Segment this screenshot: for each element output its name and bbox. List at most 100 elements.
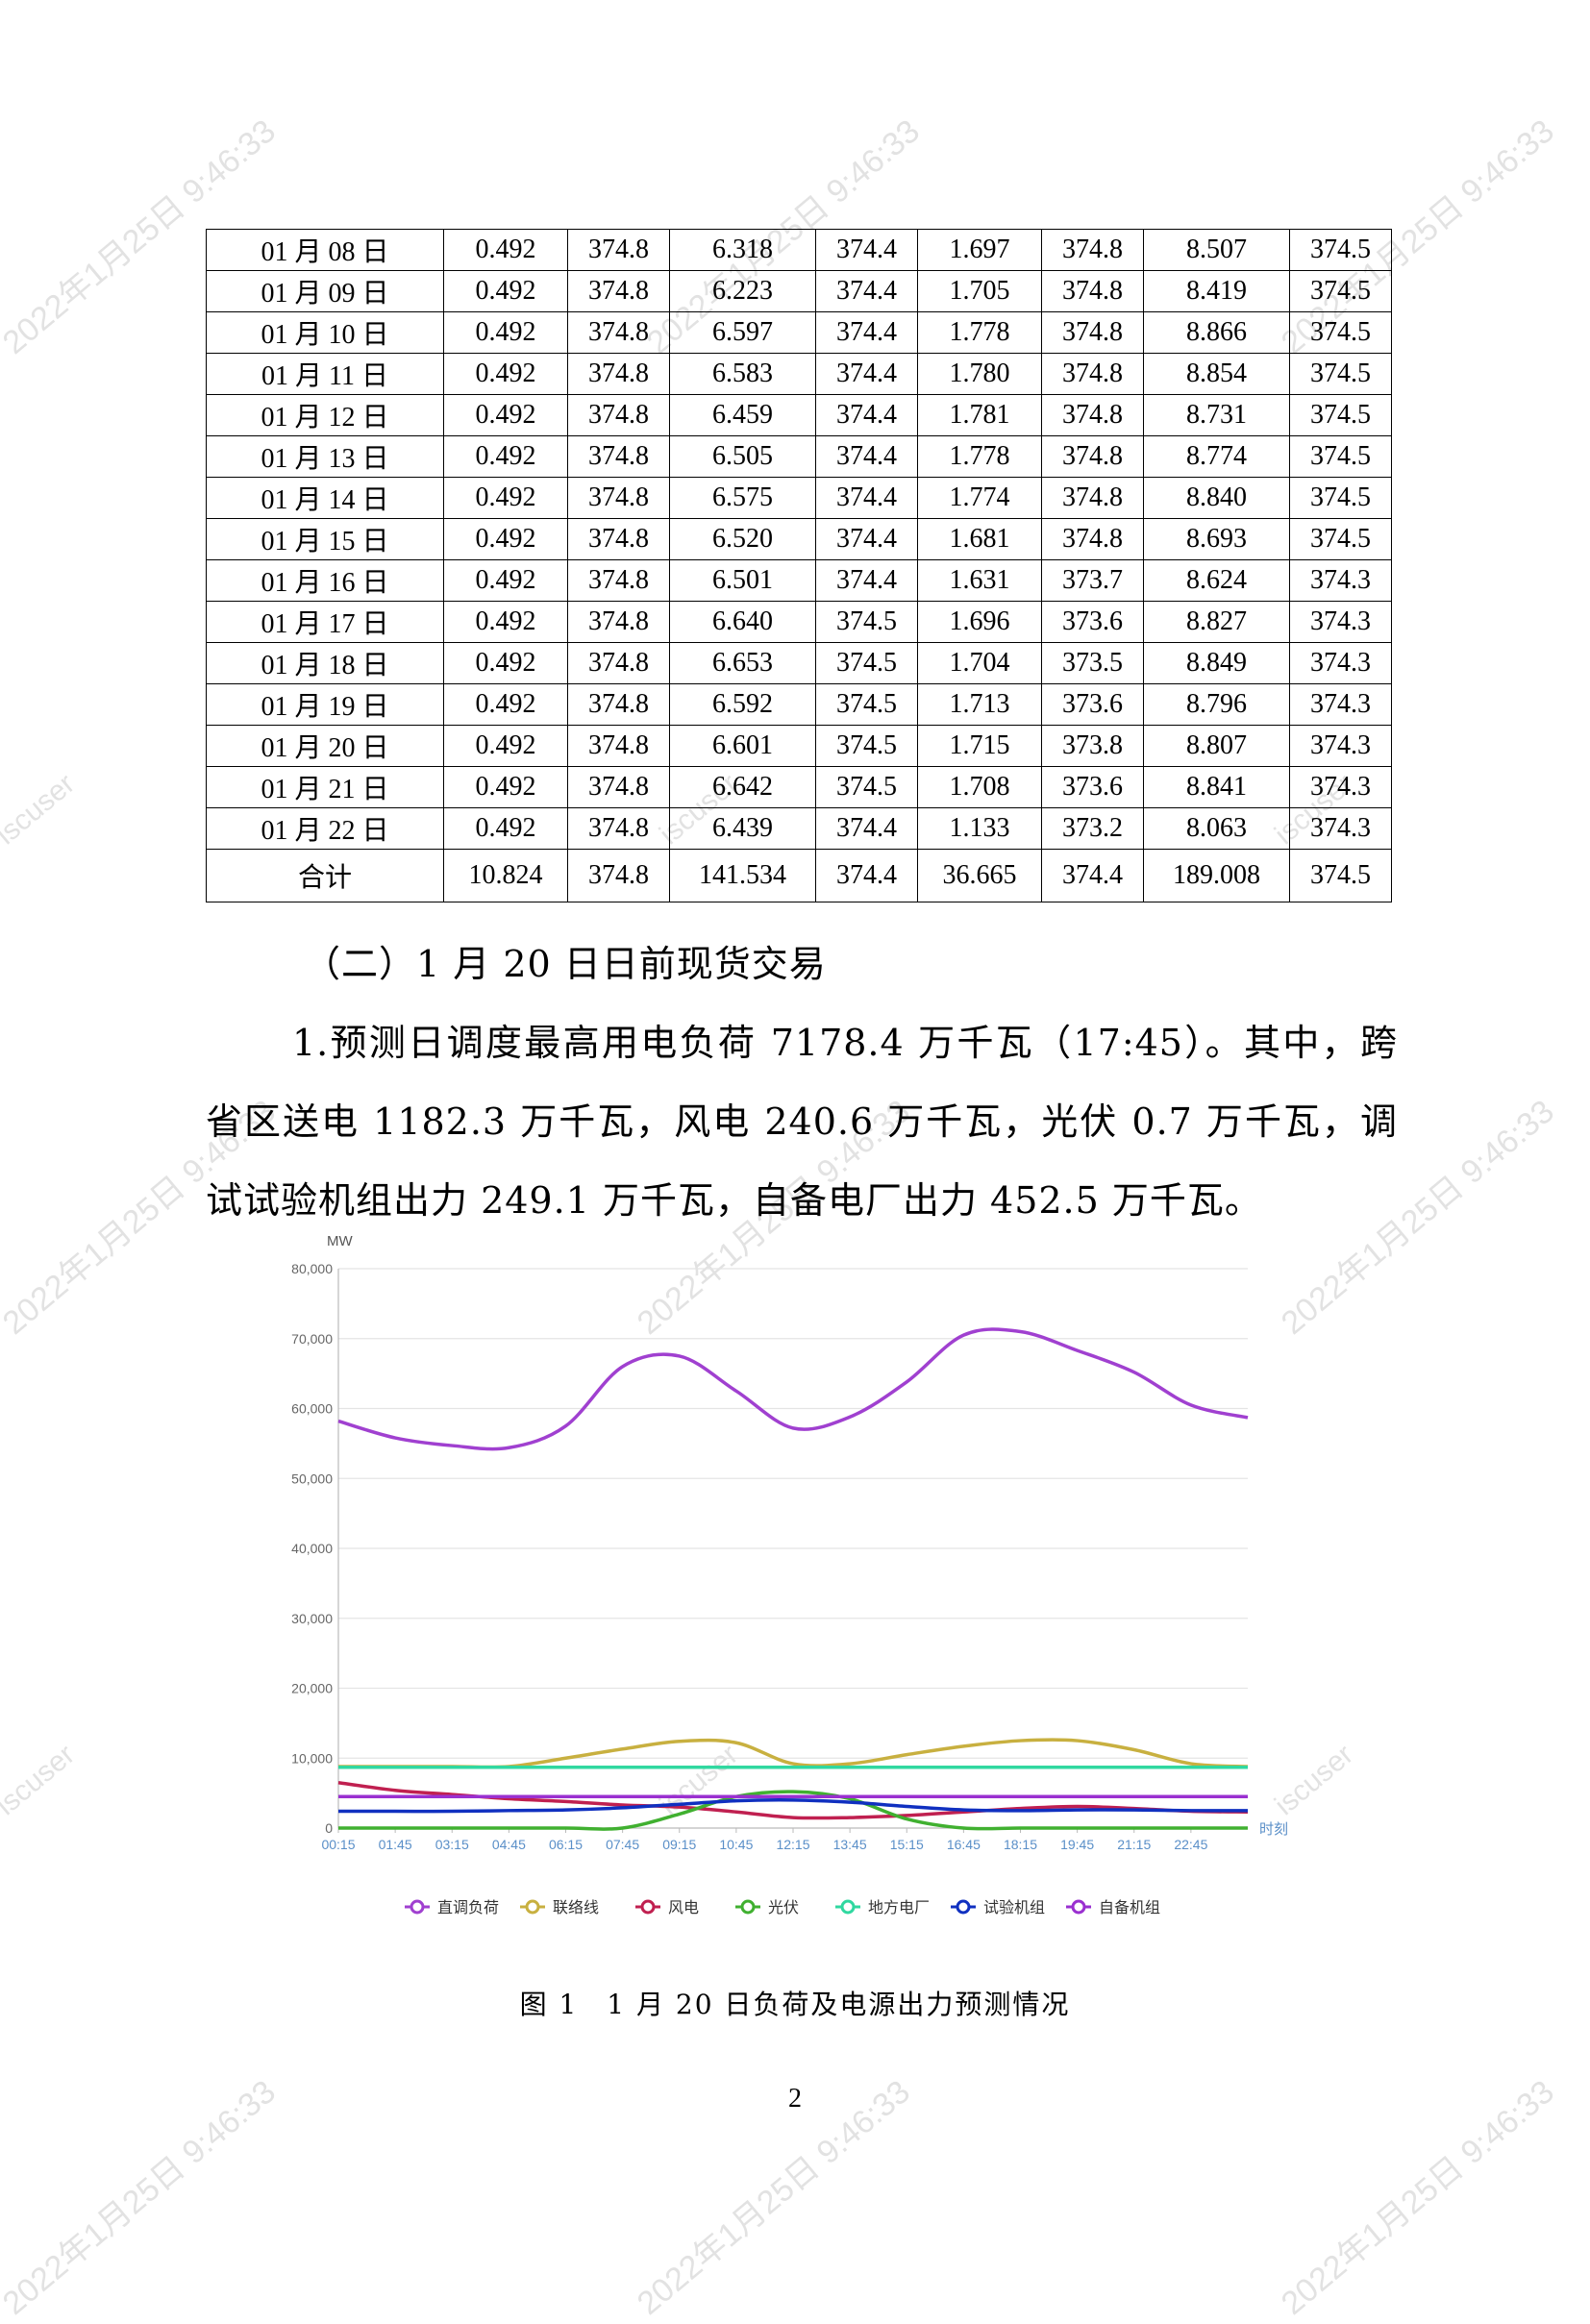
table-cell: 0.492 [442, 394, 569, 436]
table-row: 01 月 19 日 0.492 374.8 6.592 374.5 1.713 373.6 8… [206, 683, 1392, 726]
table-cell: 1.715 [916, 725, 1043, 767]
table-date-cell: 01 月 14 日 [206, 477, 444, 519]
table-cell: 374.4 [815, 270, 918, 312]
legend-label: 直调负荷 [437, 1899, 499, 1916]
table-cell: 8.693 [1142, 518, 1291, 560]
table-row: 01 月 21 日 0.492 374.8 6.642 374.5 1.708 373.6 8… [206, 766, 1392, 808]
table-cell: 1.781 [916, 394, 1043, 436]
y-tick-label: 60,000 [291, 1401, 333, 1417]
table-cell: 6.642 [668, 766, 817, 808]
table-cell: 374.4 [815, 229, 918, 271]
table-cell: 374.5 [1289, 394, 1392, 436]
table-cell: 8.774 [1142, 435, 1291, 478]
legend-label: 风电 [668, 1899, 699, 1916]
table-cell: 374.8 [567, 849, 670, 902]
y-tick-label: 80,000 [291, 1261, 333, 1276]
table-cell: 374.3 [1289, 725, 1392, 767]
table-cell: 374.5 [1289, 270, 1392, 312]
table-cell: 374.4 [815, 311, 918, 354]
x-tick-label: 15:15 [890, 1837, 924, 1852]
table-cell: 8.063 [1142, 807, 1291, 850]
series-line-6 [338, 1798, 1249, 1814]
table-cell: 374.5 [815, 766, 918, 808]
table-cell: 6.520 [668, 518, 817, 560]
table-cell: 374.3 [1289, 807, 1392, 850]
x-tick-label: 16:45 [947, 1837, 981, 1852]
table-cell: 374.8 [567, 394, 670, 436]
legend-label: 试验机组 [983, 1899, 1045, 1916]
x-tick-label: 00:15 [321, 1837, 355, 1852]
x-tick-label: 21:15 [1117, 1837, 1151, 1852]
table-cell: 374.8 [567, 311, 670, 354]
table-cell: 374.8 [567, 807, 670, 850]
table-cell: 1.697 [916, 229, 1043, 271]
watermark: iscuser [0, 767, 82, 852]
table-date-cell: 01 月 10 日 [206, 311, 444, 354]
table-cell: 1.774 [916, 477, 1043, 519]
table-date-cell: 01 月 18 日 [206, 642, 444, 684]
table-cell: 374.8 [567, 642, 670, 684]
table-cell: 374.5 [1289, 353, 1392, 395]
table-cell: 6.575 [668, 477, 817, 519]
table-cell: 374.5 [815, 725, 918, 767]
table-cell: 0.492 [442, 311, 569, 354]
table-cell: 374.8 [567, 270, 670, 312]
table-cell: 1.778 [916, 311, 1043, 354]
table-cell: 6.592 [668, 683, 817, 726]
table-cell: 0.492 [442, 518, 569, 560]
table-row: 01 月 12 日 0.492 374.8 6.459 374.4 1.781 374.8 8… [206, 394, 1392, 436]
x-tick-label: 09:15 [662, 1837, 696, 1852]
table-row: 01 月 16 日 0.492 374.8 6.501 374.4 1.631 373.7 8… [206, 559, 1392, 602]
table-cell: 374.8 [567, 683, 670, 726]
table-cell: 373.6 [1041, 683, 1144, 726]
legend-marker [840, 1899, 856, 1915]
table-cell: 373.6 [1041, 766, 1144, 808]
series-line-2 [337, 1738, 1249, 1769]
table-cell: 36.665 [916, 849, 1043, 902]
x-tick-label: 03:15 [435, 1837, 469, 1852]
table-cell: 374.4 [815, 518, 918, 560]
table-cell: 374.8 [567, 229, 670, 271]
table-cell: 8.807 [1142, 725, 1291, 767]
table-cell: 6.439 [668, 807, 817, 850]
table-cell: 374.8 [567, 518, 670, 560]
table-cell: 374.4 [815, 849, 918, 902]
table-cell: 0.492 [442, 435, 569, 478]
table-cell: 374.4 [815, 394, 918, 436]
table-cell: 6.223 [668, 270, 817, 312]
table-cell: 10.824 [442, 849, 569, 902]
table-cell: 6.501 [668, 559, 817, 602]
table-row: 01 月 13 日 0.492 374.8 6.505 374.4 1.778 374.8 8… [206, 435, 1392, 478]
table-cell: 1.704 [916, 642, 1043, 684]
legend-label: 自备机组 [1099, 1899, 1160, 1916]
table-cell: 374.5 [815, 683, 918, 726]
table-cell: 0.492 [442, 353, 569, 395]
table-cell: 0.492 [442, 642, 569, 684]
table-cell: 374.8 [1041, 435, 1144, 478]
table-cell: 374.4 [815, 353, 918, 395]
legend-marker [640, 1899, 656, 1915]
table-cell: 6.318 [668, 229, 817, 271]
data-table: 01 月 08 日 0.492 374.8 6.318 374.4 1.697 374.8 8… [206, 229, 1392, 902]
table-cell: 6.640 [668, 601, 817, 643]
legend-marker [740, 1899, 756, 1915]
figure-caption: 图 1 1 月 20 日负荷及电源出力预测情况 [519, 1989, 1071, 2020]
table-cell: 6.597 [668, 311, 817, 354]
table-cell: 0.492 [442, 807, 569, 850]
table-cell: 374.5 [815, 642, 918, 684]
table-cell: 374.3 [1289, 766, 1392, 808]
table-cell: 1.133 [916, 807, 1043, 850]
table-cell: 373.2 [1041, 807, 1144, 850]
table-cell: 1.713 [916, 683, 1043, 726]
legend-marker [956, 1899, 971, 1915]
table-total-row: 合计 10.824 374.8 141.534 374.4 36.665 374.4 189.… [206, 849, 1392, 902]
table-cell: 0.492 [442, 725, 569, 767]
table-cell: 0.492 [442, 601, 569, 643]
table-cell: 8.796 [1142, 683, 1291, 726]
table-cell: 8.840 [1142, 477, 1291, 519]
x-tick-label: 10:45 [719, 1837, 753, 1852]
x-tick-label: 01:45 [379, 1837, 412, 1852]
table-cell: 374.4 [815, 559, 918, 602]
table-cell: 374.5 [1289, 435, 1392, 478]
table-date-cell: 01 月 15 日 [206, 518, 444, 560]
